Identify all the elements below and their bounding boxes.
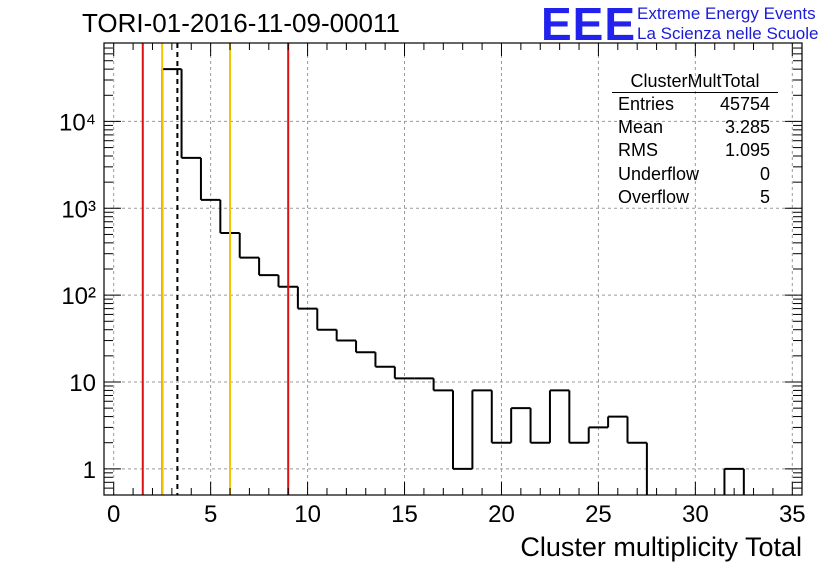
stats-box-title: ClusterMultTotal — [612, 70, 778, 93]
y-tick-label: 10³ — [61, 196, 96, 223]
x-tick-label: 25 — [585, 501, 612, 528]
eee-logo-text: EEE — [541, 0, 637, 50]
stats-box: ClusterMultTotal Entries 45754 Mean 3.285 … — [612, 70, 778, 209]
y-tick-label: 1 — [83, 457, 96, 484]
axis-ticks — [104, 42, 802, 496]
x-axis-label: Cluster multiplicity Total — [520, 532, 802, 562]
stats-value: 5 — [759, 186, 770, 207]
marker-lines — [141, 43, 290, 495]
x-tick-label: 20 — [488, 501, 515, 528]
stats-label: Entries — [618, 94, 675, 114]
y-tick-label: 10 — [69, 370, 96, 397]
x-tick-label: 35 — [779, 501, 806, 528]
stats-row: Entries 45754 — [612, 93, 778, 116]
x-tick-label: 15 — [391, 501, 418, 528]
stats-label: Mean — [618, 117, 664, 138]
stats-row: Mean 3.285 — [612, 116, 778, 139]
stats-label: Overflow — [618, 186, 690, 207]
chart-title: TORI-01-2016-11-09-00011 — [82, 8, 400, 38]
stats-value: 0 — [759, 163, 770, 184]
eee-logo: EEE — [541, 0, 637, 50]
y-tick-label: 10⁴ — [59, 109, 96, 136]
stats-value: 1.095 — [724, 140, 770, 161]
x-tick-label: 10 — [294, 501, 321, 528]
stats-value: 3.285 — [724, 117, 770, 138]
x-tick-label: 0 — [107, 501, 120, 528]
stats-label: Underflow — [618, 163, 700, 184]
x-tick-label: 5 — [204, 501, 217, 528]
stats-label: RMS — [618, 140, 658, 161]
logo-subtitle-1: Extreme Energy Events — [637, 4, 816, 23]
x-tick-label: 30 — [682, 501, 709, 528]
stats-value: 45754 — [719, 94, 770, 114]
stats-row: Overflow 5 — [612, 186, 778, 209]
logo-subtitle-2: La Scienza nelle Scuole — [637, 24, 819, 43]
y-tick-label: 10² — [61, 283, 96, 310]
stats-row: RMS 1.095 — [612, 139, 778, 162]
stats-row: Underflow 0 — [612, 163, 778, 186]
